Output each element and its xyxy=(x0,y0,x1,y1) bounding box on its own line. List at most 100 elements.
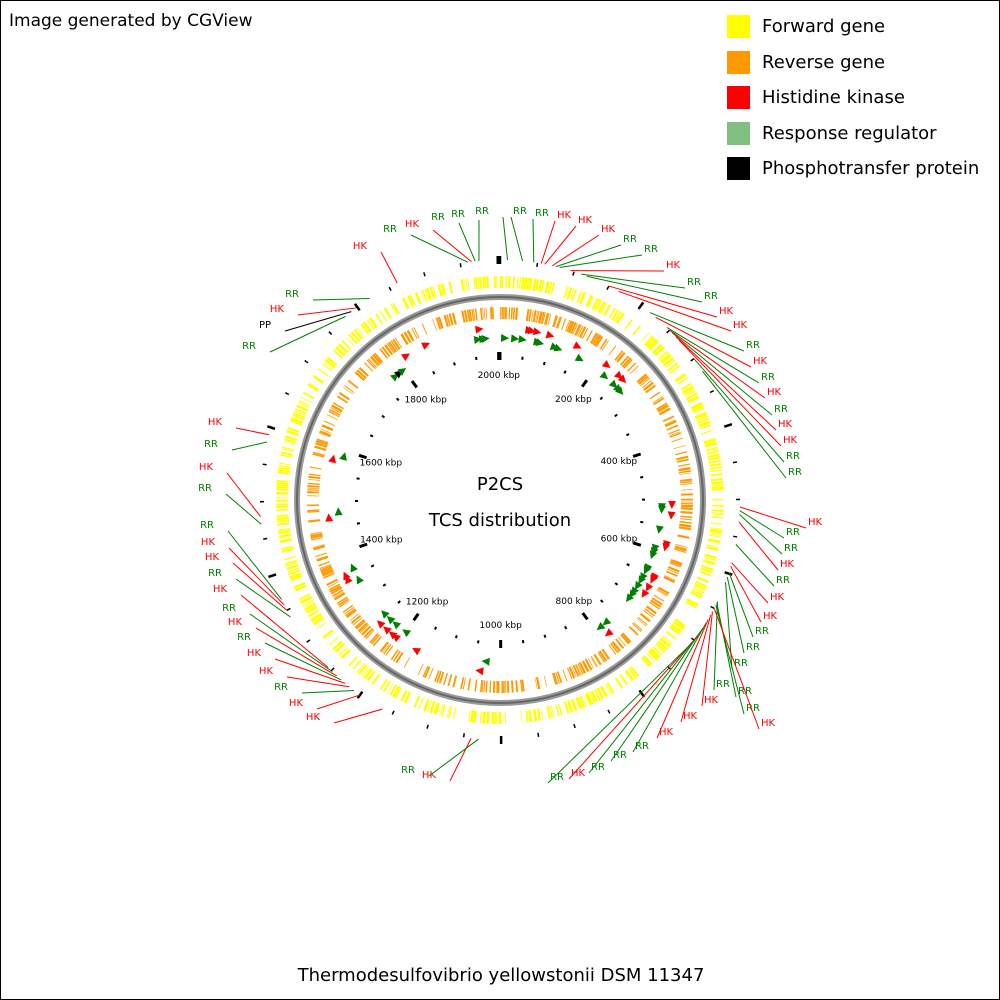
reverse-gene xyxy=(671,437,683,443)
reverse-gene xyxy=(308,473,321,477)
forward-gene xyxy=(427,700,432,713)
reverse-gene xyxy=(679,472,692,475)
feature-label: RR xyxy=(746,340,760,351)
feature-label: HK xyxy=(270,304,285,315)
leader-line xyxy=(671,332,773,416)
forward-gene xyxy=(297,402,310,409)
reverse-gene xyxy=(372,636,382,647)
forward-gene xyxy=(570,698,578,712)
forward-gene xyxy=(644,335,654,346)
legend-item-hk: Histidine kinase xyxy=(727,80,979,116)
forward-gene xyxy=(558,703,563,716)
reverse-gene xyxy=(363,628,374,638)
forward-gene xyxy=(701,564,714,571)
reverse-gene xyxy=(608,644,617,655)
tcs-arrow-rr xyxy=(535,338,545,346)
forward-gene xyxy=(702,559,716,566)
forward-gene xyxy=(389,684,398,696)
leader-line xyxy=(713,608,760,730)
ruler-tick xyxy=(632,452,642,458)
feature-label: HK xyxy=(780,559,795,570)
reverse-gene xyxy=(309,531,322,535)
forward-gene xyxy=(579,292,587,305)
forward-gene xyxy=(276,479,289,483)
feature-label: HK xyxy=(683,711,698,722)
forward-gene xyxy=(538,279,543,292)
forward-gene xyxy=(640,332,650,343)
reverse-gene xyxy=(332,589,344,597)
reverse-gene xyxy=(462,677,466,690)
credit-text: Image generated by CGView xyxy=(9,11,253,31)
reverse-gene xyxy=(645,384,656,394)
leader-line xyxy=(693,358,785,463)
forward-gene xyxy=(293,412,305,419)
reverse-gene xyxy=(638,375,649,385)
leader-line xyxy=(510,216,524,262)
forward-gene xyxy=(528,278,533,291)
forward-gene xyxy=(278,464,291,468)
tcs-arrow-hk xyxy=(545,330,555,339)
forward-gene xyxy=(549,705,554,718)
reverse-gene xyxy=(608,345,617,356)
reverse-gene xyxy=(591,333,600,345)
forward-gene xyxy=(624,318,633,330)
forward-gene xyxy=(520,277,525,290)
tcs-arrow-rr xyxy=(481,657,490,666)
reverse-gene xyxy=(611,641,621,652)
forward-gene xyxy=(536,708,542,721)
feature-label: RR xyxy=(208,568,222,579)
leader-line xyxy=(559,254,643,269)
reverse-gene xyxy=(460,677,465,690)
tcs-arrow-hk xyxy=(613,370,623,380)
reverse-gene xyxy=(382,643,390,654)
reverse-gene xyxy=(656,589,668,597)
feature-label: RR xyxy=(274,682,288,693)
leader-line xyxy=(655,316,752,368)
forward-gene xyxy=(691,589,704,596)
forward-gene xyxy=(711,509,724,512)
feature-label: HK xyxy=(659,727,674,738)
forward-gene xyxy=(278,462,291,466)
reverse-gene xyxy=(585,330,593,342)
reverse-gene xyxy=(336,596,348,605)
reverse-gene xyxy=(315,442,328,448)
forward-gene xyxy=(701,429,714,435)
reverse-gene xyxy=(571,666,577,678)
forward-gene xyxy=(611,309,620,321)
reverse-gene xyxy=(532,310,537,323)
tcs-arrow-hk xyxy=(650,574,658,584)
forward-gene xyxy=(310,612,322,622)
tcs-arrow-hk xyxy=(401,353,410,362)
forward-gene xyxy=(571,289,577,301)
forward-gene xyxy=(672,620,685,630)
forward-gene xyxy=(596,687,605,700)
ruler-tick xyxy=(599,396,604,401)
forward-gene xyxy=(285,561,298,567)
reverse-gene xyxy=(514,307,519,320)
forward-gene xyxy=(694,411,707,419)
forward-gene xyxy=(290,574,303,582)
forward-gene xyxy=(432,286,437,298)
reverse-gene xyxy=(319,430,332,437)
forward-gene xyxy=(468,709,471,722)
reverse-gene xyxy=(637,616,648,626)
tcs-arrow-hk xyxy=(641,588,650,598)
reverse-gene xyxy=(678,526,691,531)
reverse-gene xyxy=(466,309,471,322)
tcs-arrow-rr xyxy=(574,353,584,362)
forward-gene xyxy=(355,328,364,339)
forward-gene xyxy=(473,277,476,290)
forward-gene xyxy=(711,485,724,489)
tcs-arrow-rr xyxy=(643,565,652,575)
reverse-gene xyxy=(649,391,661,400)
reverse-gene xyxy=(307,485,320,488)
reverse-gene xyxy=(345,608,356,617)
leader-line xyxy=(731,562,769,604)
reverse-gene xyxy=(674,546,687,552)
reverse-gene xyxy=(436,670,442,683)
feature-label: HK xyxy=(571,768,586,779)
feature-label: RR xyxy=(401,765,415,776)
reverse-gene xyxy=(474,679,478,692)
forward-gene xyxy=(362,321,373,333)
